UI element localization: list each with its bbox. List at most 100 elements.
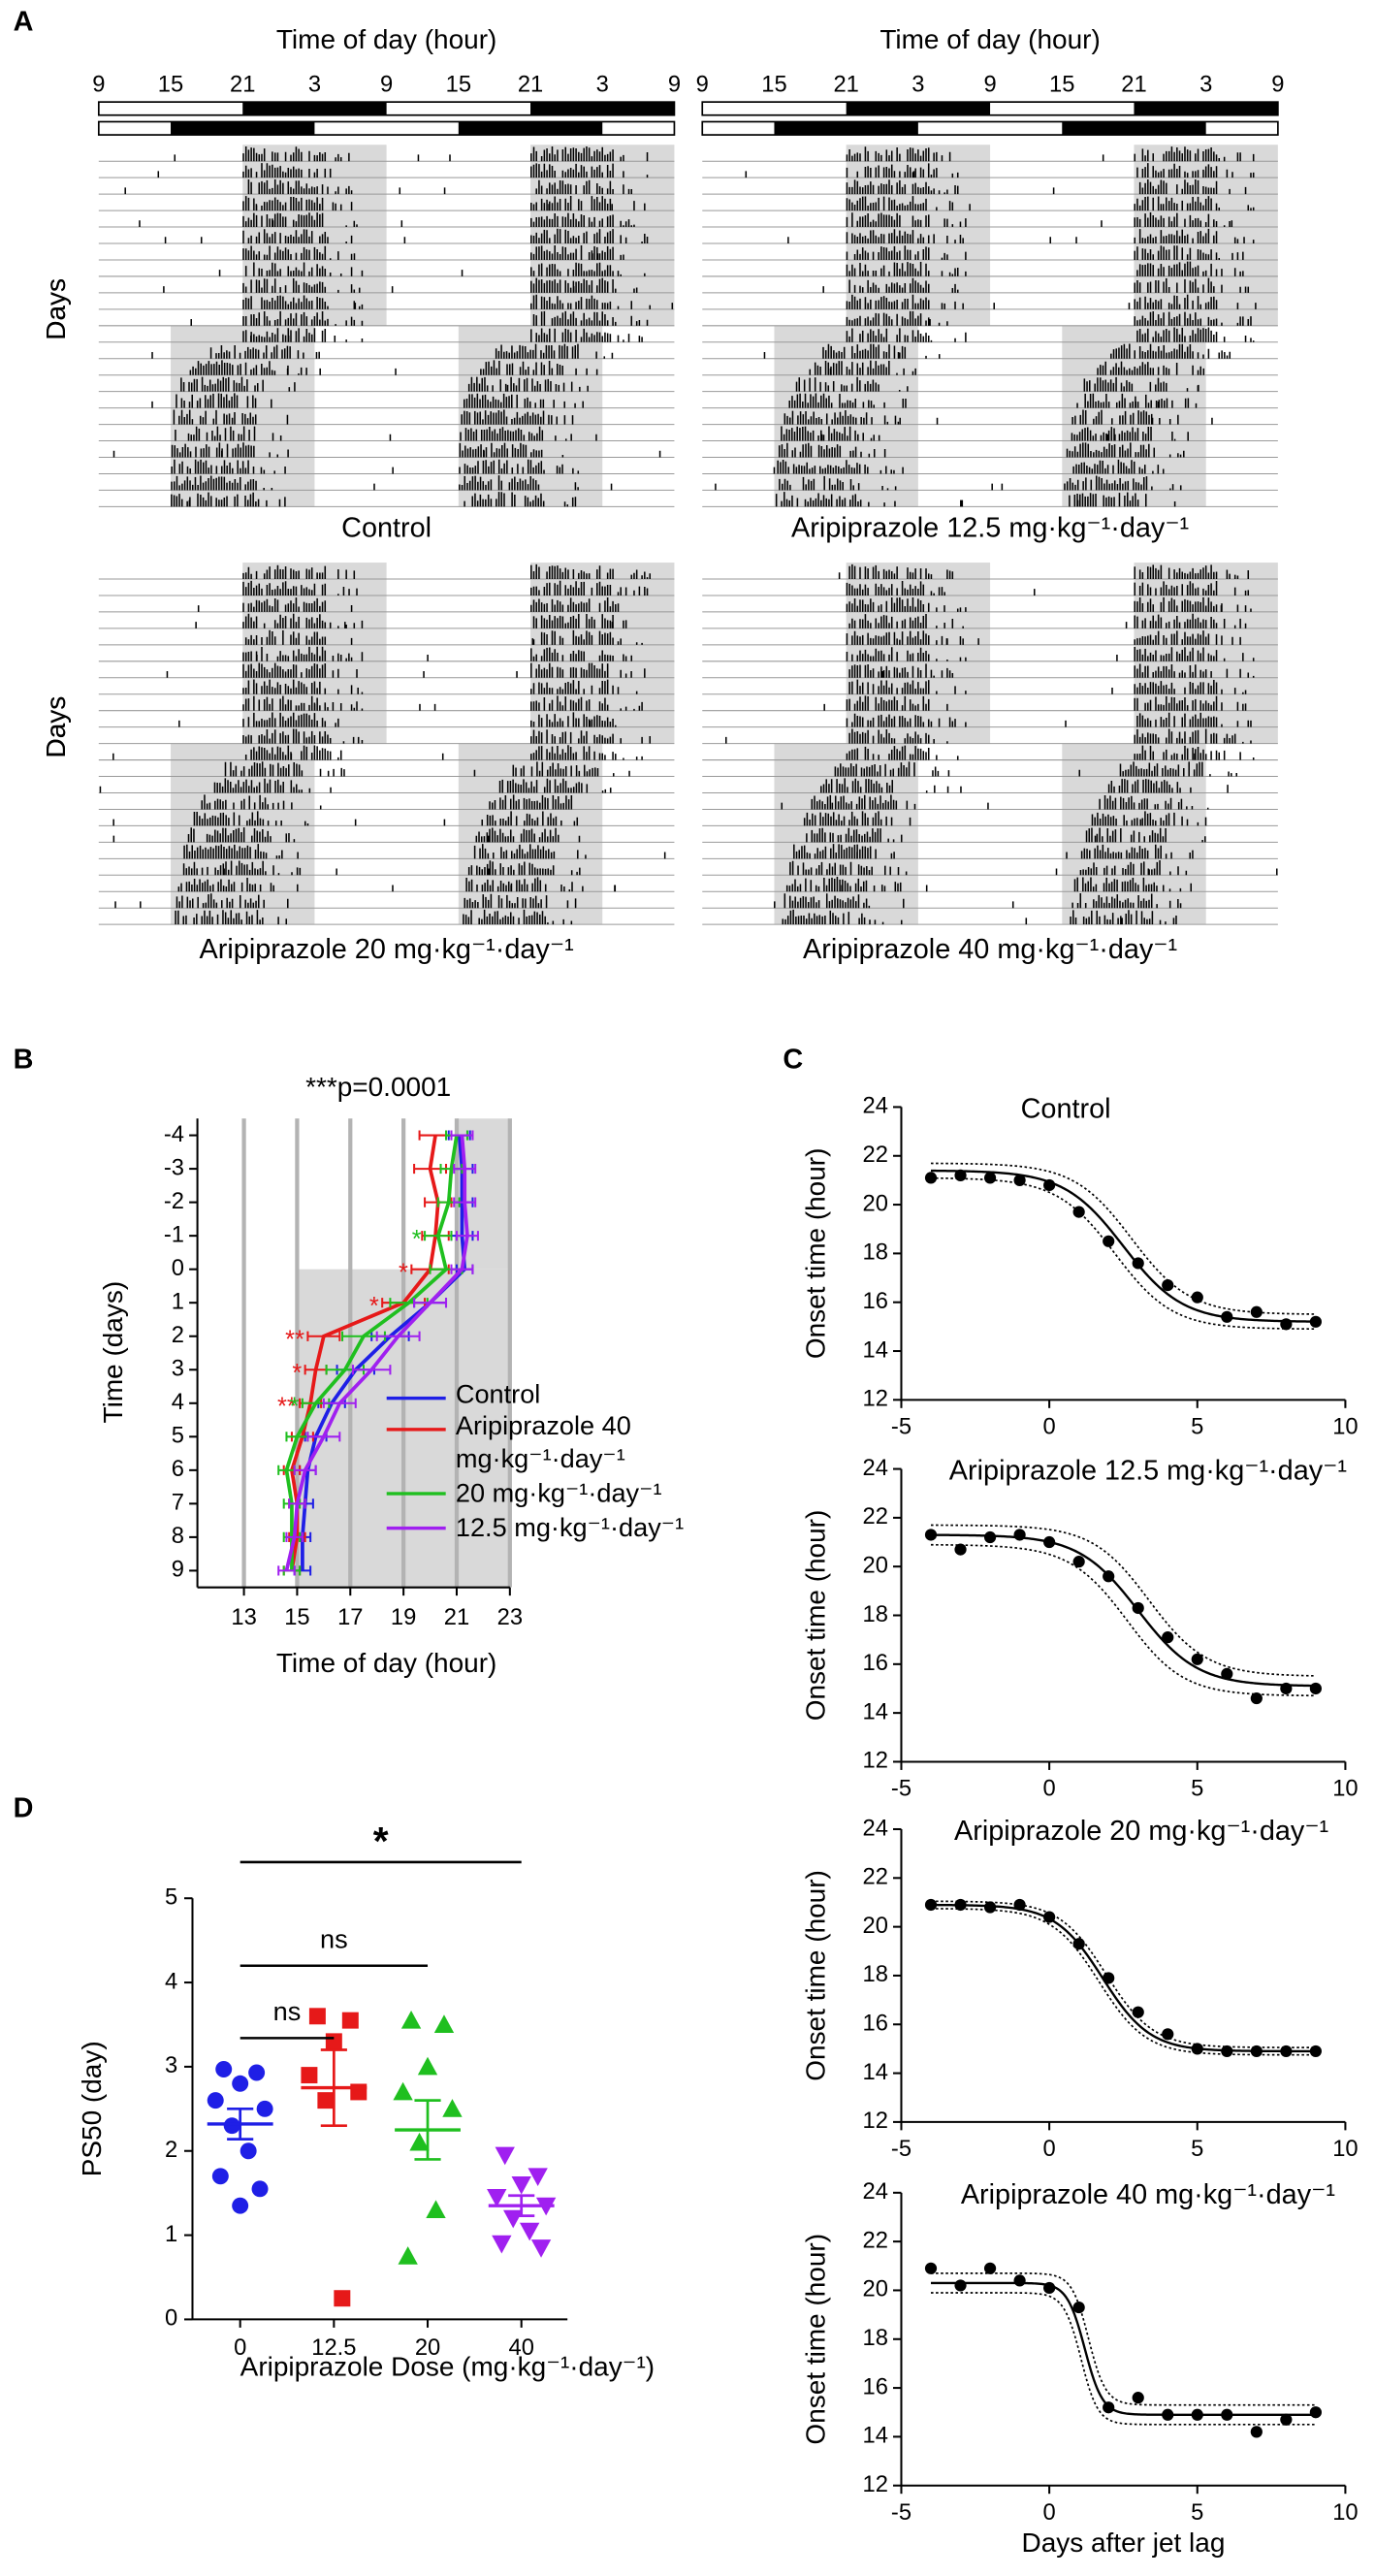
data-point — [232, 2197, 249, 2214]
data-point — [1132, 1257, 1144, 1270]
x-tick-label: 15 — [1049, 72, 1074, 97]
data-point — [528, 2168, 548, 2186]
significance-mark: * — [399, 1259, 408, 1286]
activity-trace — [197, 597, 620, 612]
data-point — [1221, 1310, 1233, 1323]
activity-trace — [242, 564, 652, 580]
dark-bar — [846, 102, 991, 115]
y-tick-label: -1 — [164, 1222, 184, 1247]
activity-trace — [823, 695, 1247, 711]
fit-confidence — [931, 1162, 1316, 1315]
y-tick-label: 4 — [165, 1969, 177, 1994]
x-tick-label: 21 — [518, 72, 543, 97]
data-point — [1013, 1174, 1026, 1187]
data-point — [954, 1543, 967, 1556]
x-tick-label: 20 — [415, 2335, 440, 2361]
y-tick-label: 18 — [863, 1240, 888, 1266]
x-axis-label: Days after jet lag — [1022, 2528, 1226, 2558]
y-tick-label: 22 — [863, 1143, 888, 1168]
activity-trace — [725, 728, 1252, 744]
y-tick-label: 20 — [863, 2277, 888, 2302]
y-tick-label: -4 — [164, 1122, 184, 1147]
data-point — [1250, 1691, 1263, 1705]
activity-trace — [846, 294, 1257, 309]
x-tick-label: 9 — [1271, 72, 1284, 97]
data-point — [398, 2246, 418, 2265]
data-point — [417, 2056, 438, 2076]
y-axis-label: Onset time (hour) — [800, 1148, 830, 1360]
activity-trace — [778, 442, 1185, 458]
data-point — [487, 2189, 507, 2207]
y-axis-label: PS50 (day) — [77, 2041, 107, 2176]
sem-bar — [414, 2099, 441, 2161]
y-tick-label: 3 — [165, 2053, 177, 2078]
y-tick-label: 16 — [863, 2374, 888, 2399]
activity-trace — [180, 376, 589, 392]
activity-trace — [806, 827, 1206, 843]
x-tick-label: 5 — [1191, 2137, 1203, 2162]
data-point — [924, 2262, 938, 2274]
activity-trace — [182, 860, 581, 876]
y-tick-label: 1 — [172, 1289, 184, 1314]
data-point — [232, 2075, 249, 2092]
activity-trace — [783, 409, 1213, 425]
legend-swatch — [386, 1428, 446, 1432]
activity-trace — [242, 245, 624, 260]
legend-label: Control — [455, 1381, 541, 1410]
legend-swatch — [386, 1526, 446, 1530]
fit-confidence — [931, 1900, 1316, 2048]
activity-trace — [224, 761, 630, 777]
fit-curve — [931, 1903, 1316, 2053]
data-point — [1043, 1535, 1056, 1549]
panel-label: D — [14, 1792, 34, 1823]
y-tick-label: 16 — [863, 2012, 888, 2037]
legend-label: Aripiprazole 40 mg·kg⁻¹·day⁻¹ — [455, 1412, 631, 1474]
data-point — [400, 2010, 422, 2029]
panel-title: Aripiprazole 40 mg·kg⁻¹·day⁻¹ — [803, 934, 1177, 965]
x-tick-label: 3 — [596, 72, 609, 97]
x-tick-label: 9 — [380, 72, 393, 97]
y-tick-label: 0 — [165, 2306, 177, 2332]
activity-trace — [112, 811, 579, 826]
data-point — [983, 1172, 997, 1184]
x-tick-label: 12.5 — [311, 2335, 356, 2361]
activity-trace — [242, 195, 646, 211]
y-tick-label: 9 — [172, 1558, 184, 1583]
activity-trace — [846, 712, 1252, 727]
y-tick-label: 16 — [863, 1289, 888, 1314]
data-point — [1162, 2028, 1174, 2041]
comparison-label: ns — [273, 1996, 302, 2026]
series-line — [290, 1135, 440, 1571]
data-point — [520, 2222, 540, 2241]
fit-confidence — [931, 1524, 1316, 1677]
activity-trace — [787, 228, 1255, 244]
chart-title: ***p=0.0001 — [305, 1072, 451, 1102]
data-point — [1221, 2045, 1233, 2058]
data-point — [442, 2099, 463, 2117]
activity-trace — [171, 492, 577, 507]
panel-label: A — [14, 6, 34, 37]
y-tick-label: 14 — [863, 1699, 888, 1724]
sem-bar — [508, 2194, 535, 2217]
activity-trace — [242, 580, 649, 596]
significance-mark: ** — [277, 1394, 297, 1421]
y-tick-label: 22 — [863, 1865, 888, 1890]
activity-trace — [242, 728, 652, 744]
activity-trace — [773, 459, 1165, 474]
activity-trace — [820, 778, 1229, 793]
activity-trace — [157, 163, 649, 178]
data-point — [530, 2239, 552, 2258]
activity-trace — [781, 426, 1189, 441]
x-tick-label: -5 — [891, 1777, 911, 1802]
x-tick-label: 13 — [231, 1605, 256, 1630]
activity-trace — [763, 343, 1231, 359]
x-tick-label: 3 — [1199, 72, 1212, 97]
x-tick-label: 0 — [1043, 1777, 1056, 1802]
data-point — [409, 2132, 430, 2151]
significance-mark: * — [412, 1226, 422, 1253]
legend-label: 12.5 mg·kg⁻¹·day⁻¹ — [455, 1515, 685, 1543]
y-tick-label: 14 — [863, 1337, 888, 1363]
data-point — [983, 1530, 997, 1544]
data-point — [1280, 2045, 1293, 2058]
